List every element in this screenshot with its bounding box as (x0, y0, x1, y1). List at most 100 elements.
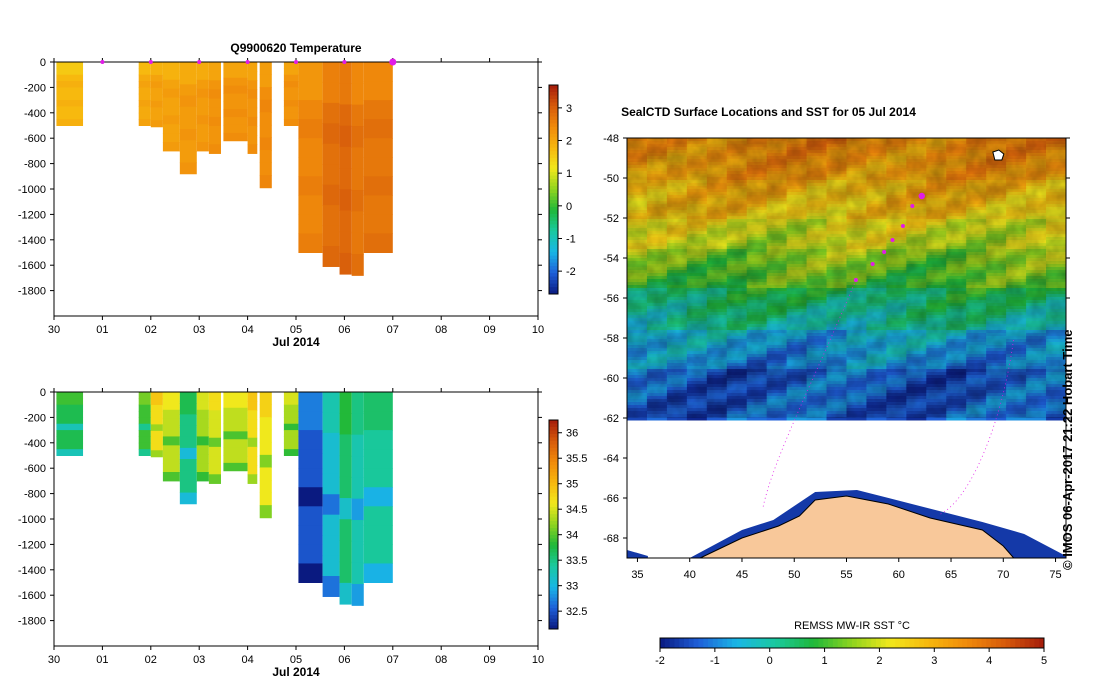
map-colorbar-swatch (866, 638, 872, 648)
profile-cell (56, 68, 84, 76)
profile-cell (322, 555, 340, 577)
map-colorbar-swatch (861, 638, 867, 648)
profile-cell (363, 563, 393, 583)
profile-cell (283, 449, 299, 456)
profile-cell (150, 450, 163, 458)
colorbar-swatch (549, 140, 558, 145)
colorbar-swatch (549, 597, 558, 602)
profile-cell (196, 445, 209, 455)
colorbar-swatch (549, 262, 558, 267)
colorbar-tick-label: 32.5 (566, 606, 587, 618)
sst-cell (866, 417, 887, 421)
profile-cell (179, 492, 197, 505)
colorbar-swatch (549, 566, 558, 571)
map-colorbar-swatch (871, 638, 877, 648)
profile-cell (351, 456, 364, 478)
map-colorbar-swatch (808, 638, 814, 648)
colorbar-tick-label: 2 (566, 136, 572, 148)
map-y-tick-label: -62 (603, 413, 619, 425)
colorbar-swatch (549, 161, 558, 166)
profile-cell (363, 487, 393, 507)
profile-cell (150, 392, 163, 399)
profile-cell (339, 231, 352, 254)
y-tick-label: -1000 (18, 184, 46, 196)
colorbar-swatch (549, 287, 558, 291)
x-tick-label: 06 (338, 654, 350, 666)
profile-cell (363, 411, 393, 431)
colorbar-swatch (549, 500, 558, 504)
profile-cell (196, 463, 209, 473)
map-colorbar-swatch (962, 638, 968, 648)
colorbar-swatch (549, 280, 558, 284)
profile-cell (138, 449, 151, 456)
profile-cell (208, 71, 221, 81)
colorbar-tick-label: 33.5 (566, 555, 587, 567)
salinity-plot: 0 -200 -400 -600 -800 -1000 -1200 -1400 -1600 -18… (18, 387, 588, 679)
map-colorbar-swatch (1010, 638, 1016, 648)
profile-cell (56, 398, 84, 406)
map-y-tick-label: -68 (603, 533, 619, 545)
profile-column (247, 62, 258, 154)
profile-cell (138, 436, 151, 444)
map-colorbar-swatch (996, 638, 1002, 648)
colorbar-swatch (549, 503, 558, 508)
profile-cell (223, 399, 248, 409)
map-colorbar-swatch (976, 638, 982, 648)
map-x-tick-label: 70 (997, 569, 1009, 581)
map-colorbar-frame (659, 637, 1045, 649)
profile-cell (259, 150, 272, 164)
profile-cell (150, 443, 163, 451)
colorbar-swatch (549, 538, 558, 543)
colorbar-swatch (549, 126, 558, 131)
profile-cell (363, 157, 393, 177)
map-colorbar-swatch (880, 638, 886, 648)
map-colorbar-swatch (717, 638, 723, 648)
y-tick-label: -800 (24, 159, 46, 171)
profile-cell (351, 83, 364, 106)
x-tick-label: 30 (48, 324, 60, 336)
profile-cell (179, 151, 197, 164)
profile-cell (150, 424, 163, 432)
profile-cell (283, 392, 299, 399)
profile-column (208, 62, 221, 154)
profile-cell (247, 71, 258, 81)
sst-cell (627, 417, 648, 421)
colorbar-tick-label: 34 (566, 530, 578, 542)
x-tick-label: 03 (193, 654, 205, 666)
profile-cell (196, 124, 209, 134)
profile-cell (196, 392, 209, 402)
profile-cell (196, 97, 209, 107)
profile-cell (208, 474, 221, 484)
profile-cell (196, 409, 209, 420)
profile-cell (179, 162, 197, 175)
profile-cell (150, 113, 163, 121)
map-colorbar-swatch (991, 638, 997, 648)
sst-cell (946, 417, 967, 421)
profile-column (56, 392, 84, 456)
map-y-tick-label: -56 (603, 293, 619, 305)
colorbar-swatch (549, 196, 558, 201)
colorbar-swatch (549, 234, 558, 239)
profile-cell (283, 398, 299, 406)
profile-cell (162, 409, 180, 420)
map-colorbar-swatch (660, 638, 666, 648)
profile-column (247, 392, 258, 484)
sst-cell (706, 417, 728, 421)
map-colorbar-tick-label: 3 (931, 655, 937, 667)
profile-column (179, 392, 197, 505)
x-tick-label: 03 (193, 324, 205, 336)
profile-column (150, 392, 163, 458)
profile-cell (339, 125, 352, 148)
profile-cell (363, 233, 393, 253)
colorbar-swatch (549, 468, 558, 473)
profile-cell (179, 470, 197, 482)
seal-position (890, 238, 895, 242)
map-colorbar-swatch (736, 638, 742, 648)
colorbar-swatch (549, 569, 558, 574)
colorbar-swatch (549, 85, 558, 89)
profile-cell (247, 446, 258, 457)
profile-cell (56, 449, 84, 456)
profile-cell (298, 138, 323, 158)
profile-cell (363, 449, 393, 469)
colorbar-swatch (549, 496, 558, 501)
